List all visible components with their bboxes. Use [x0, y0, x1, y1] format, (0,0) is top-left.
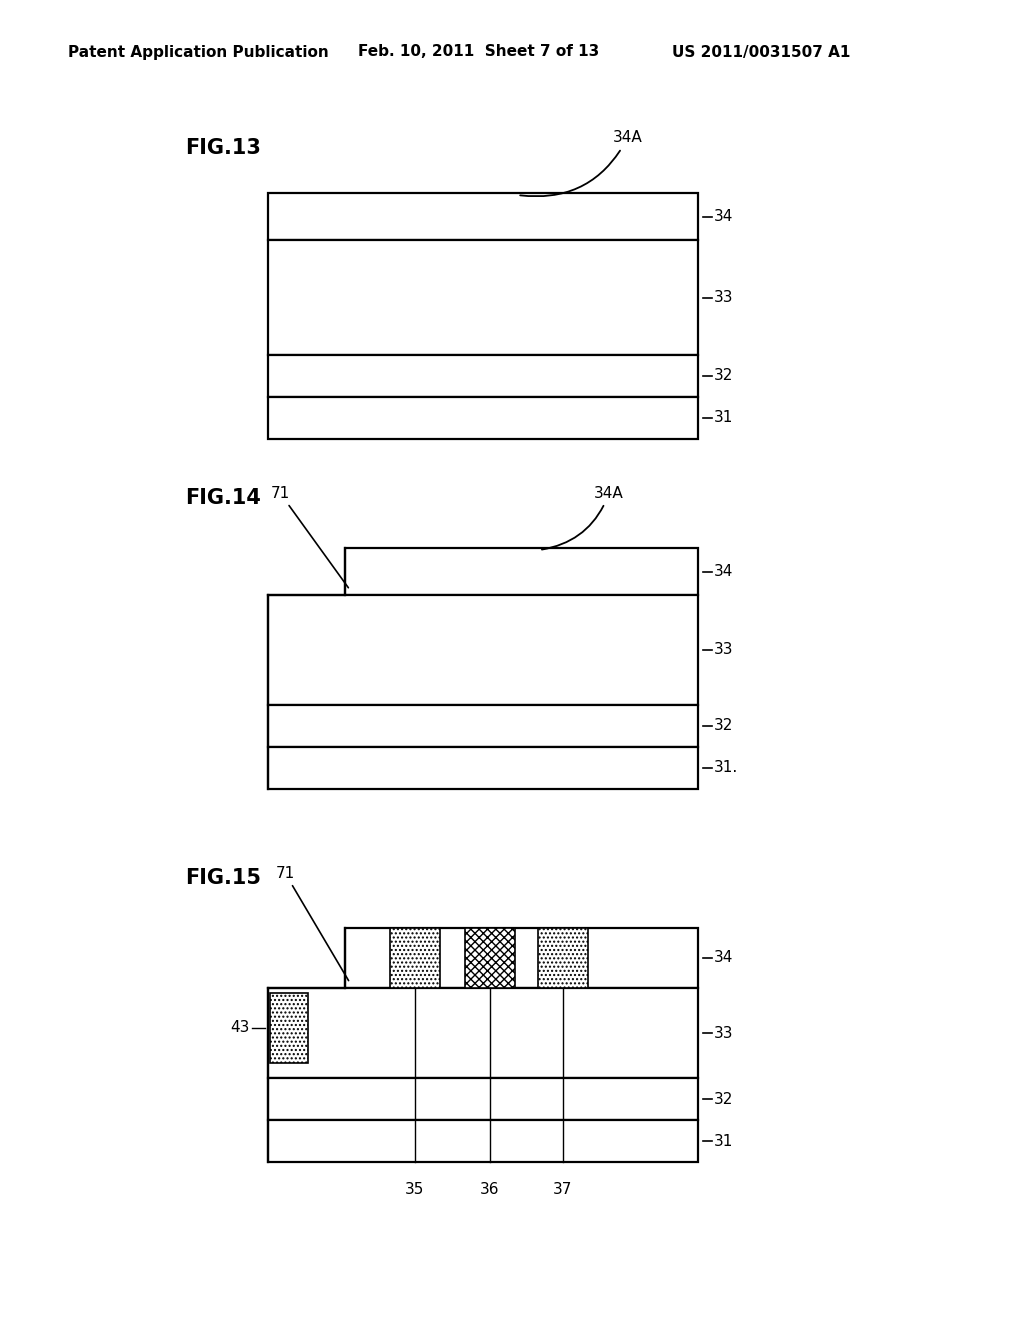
Text: 32: 32: [714, 368, 733, 384]
Bar: [538, 928, 588, 987]
Bar: [268, 747, 698, 789]
Text: 34: 34: [714, 209, 733, 224]
Text: 31: 31: [714, 411, 733, 425]
Text: 36: 36: [480, 1183, 500, 1197]
Bar: [268, 705, 698, 747]
Text: 71: 71: [270, 486, 348, 587]
Bar: [268, 595, 698, 705]
Bar: [268, 240, 698, 355]
Bar: [345, 928, 698, 987]
Text: 31.: 31.: [714, 760, 738, 776]
Text: FIG.14: FIG.14: [185, 488, 261, 508]
Bar: [465, 928, 515, 987]
Text: 34A: 34A: [520, 131, 642, 197]
Text: 37: 37: [553, 1183, 572, 1197]
Text: 33: 33: [714, 290, 733, 305]
Text: 32: 32: [714, 1092, 733, 1106]
Text: 34: 34: [714, 950, 733, 965]
Text: Feb. 10, 2011  Sheet 7 of 13: Feb. 10, 2011 Sheet 7 of 13: [358, 45, 599, 59]
Text: FIG.13: FIG.13: [185, 139, 261, 158]
Bar: [390, 928, 440, 987]
Text: 35: 35: [406, 1183, 425, 1197]
Bar: [270, 993, 308, 1063]
Bar: [268, 355, 698, 397]
Bar: [268, 1078, 698, 1119]
Text: Patent Application Publication: Patent Application Publication: [68, 45, 329, 59]
Text: 71: 71: [275, 866, 348, 981]
Bar: [268, 987, 698, 1078]
Text: 32: 32: [714, 718, 733, 734]
Text: 34A: 34A: [542, 486, 624, 549]
Text: 33: 33: [714, 643, 733, 657]
Bar: [345, 548, 698, 595]
Text: 34: 34: [714, 564, 733, 579]
Bar: [268, 397, 698, 440]
Bar: [268, 193, 698, 240]
Text: 31: 31: [714, 1134, 733, 1148]
Text: FIG.15: FIG.15: [185, 869, 261, 888]
Text: 43: 43: [230, 1020, 250, 1035]
Text: 33: 33: [714, 1026, 733, 1040]
Bar: [268, 1119, 698, 1162]
Text: US 2011/0031507 A1: US 2011/0031507 A1: [672, 45, 850, 59]
